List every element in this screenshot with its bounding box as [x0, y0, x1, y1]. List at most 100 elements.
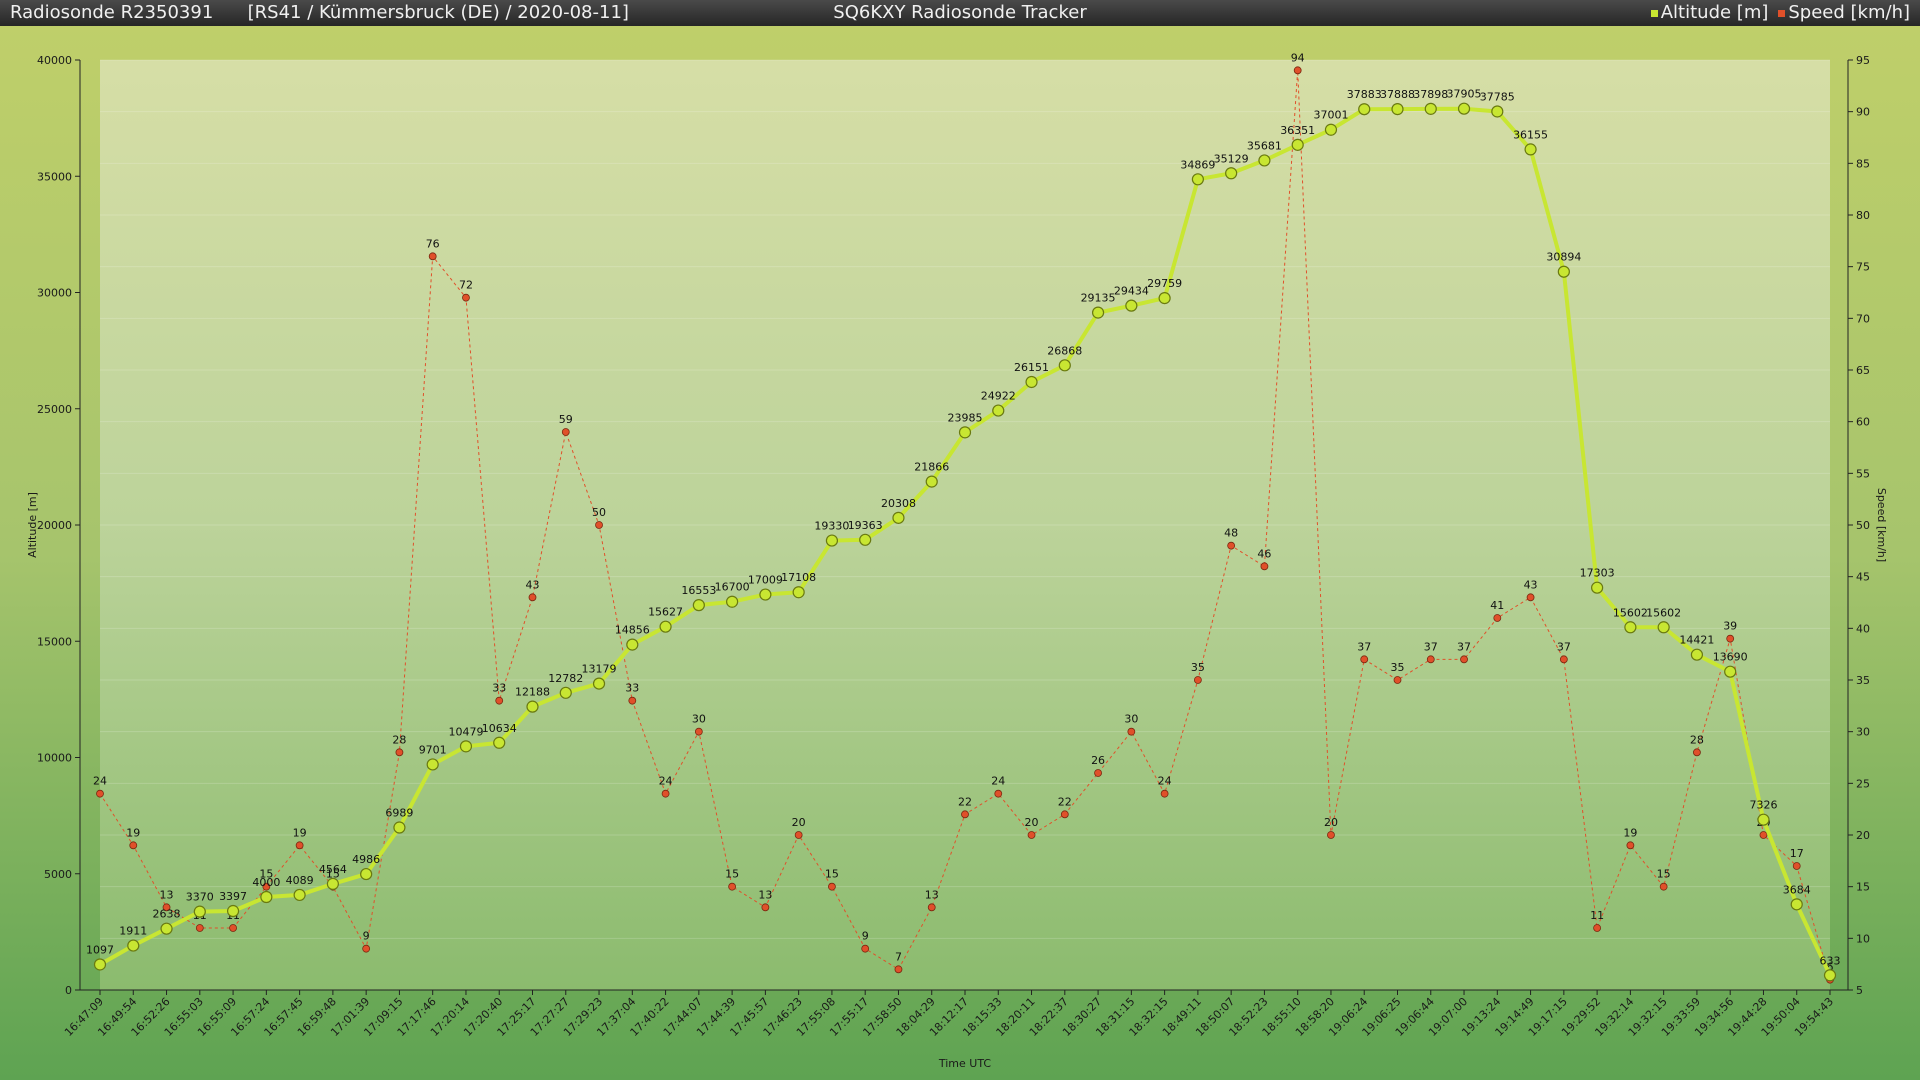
speed-point: [1493, 614, 1502, 622]
speed-data-label: 37: [1357, 640, 1371, 653]
altitude-data-label: 15602: [1613, 606, 1648, 619]
speed-point: [1393, 676, 1402, 684]
altitude-point: [93, 958, 107, 971]
speed-data-label: 43: [526, 578, 540, 591]
speed-point: [794, 831, 803, 839]
y-tick-label: 5000: [44, 868, 72, 881]
altitude-data-label: 14421: [1679, 634, 1714, 647]
speed-data-label: 15: [259, 868, 273, 881]
speed-data-label: 41: [1490, 599, 1504, 612]
app-title: SQ6KXY Radiosonde Tracker: [833, 2, 1087, 23]
altitude-point: [1391, 103, 1404, 116]
plot-area: [100, 60, 1830, 990]
altitude-data-label: 30894: [1546, 251, 1581, 264]
altitude-point: [1624, 621, 1637, 634]
altitude-point: [1690, 648, 1704, 661]
y2-tick-label: 20: [1856, 829, 1870, 842]
speed-data-label: 9: [363, 930, 370, 943]
legend-swatch-speed: [1778, 9, 1786, 17]
sonde-id: Radiosonde R2350391: [10, 2, 214, 23]
speed-point: [195, 924, 204, 932]
speed-point: [894, 965, 903, 974]
y2-tick-label: 75: [1856, 261, 1870, 274]
speed-data-label: 94: [1291, 51, 1305, 64]
altitude-point: [1091, 306, 1105, 319]
speed-point: [861, 944, 870, 953]
speed-data-label: 50: [592, 506, 606, 519]
speed-data-label: 28: [1690, 733, 1704, 746]
speed-point: [428, 252, 437, 261]
y2-tick-label: 10: [1856, 932, 1870, 945]
altitude-point: [1025, 375, 1038, 389]
legend-label-altitude: Altitude [m]: [1660, 2, 1769, 23]
altitude-data-label: 17108: [781, 571, 816, 584]
altitude-point: [626, 638, 639, 651]
speed-data-label: 7: [895, 950, 902, 963]
altitude-data-label: 12188: [515, 686, 550, 699]
speed-point: [1726, 634, 1735, 643]
speed-point: [1659, 882, 1668, 891]
altitude-point: [260, 890, 273, 904]
speed-point: [1759, 831, 1768, 839]
altitude-point: [892, 511, 905, 524]
altitude-data-label: 19330: [814, 520, 849, 533]
y2-tick-label: 25: [1856, 777, 1870, 790]
altitude-data-label: 16553: [681, 584, 716, 597]
altitude-data-label: 10479: [448, 725, 483, 738]
legend-item-speed: Speed [km/h]: [1778, 0, 1910, 26]
speed-data-label: 33: [492, 682, 506, 695]
altitude-point: [1058, 359, 1071, 372]
y2-axis-title: Speed [km/h]: [1875, 488, 1888, 562]
altitude-data-label: 16700: [715, 581, 750, 594]
y2-tick-label: 40: [1856, 622, 1870, 635]
speed-point: [362, 944, 371, 953]
speed-point: [1360, 655, 1369, 664]
speed-data-label: 6: [1827, 961, 1834, 974]
speed-point: [1426, 655, 1435, 664]
speed-data-label: 46: [1257, 547, 1271, 560]
altitude-point: [1158, 292, 1171, 305]
altitude-point: [293, 888, 306, 902]
altitude-data-label: 35129: [1214, 152, 1249, 165]
y-tick-label: 25000: [37, 403, 72, 416]
altitude-point: [1491, 105, 1504, 118]
y2-tick-label: 95: [1856, 54, 1870, 67]
speed-point: [628, 696, 637, 705]
altitude-point: [1823, 969, 1837, 982]
altitude-data-label: 1911: [119, 925, 147, 938]
y2-tick-label: 70: [1856, 312, 1870, 325]
y-tick-label: 40000: [37, 54, 72, 67]
legend: Altitude [m] Speed [km/h]: [1650, 0, 1910, 26]
speed-point: [395, 748, 404, 757]
y2-tick-label: 50: [1856, 519, 1870, 532]
speed-point: [561, 428, 570, 436]
title-bar: Radiosonde R2350391 [RS41 / Kümmersbruck…: [0, 0, 1920, 26]
speed-point: [661, 789, 670, 798]
speed-point: [229, 924, 237, 932]
speed-data-label: 37: [1457, 640, 1471, 653]
speed-point: [528, 593, 537, 602]
altitude-data-label: 37001: [1313, 109, 1348, 122]
speed-point: [728, 882, 737, 891]
altitude-point: [1757, 813, 1770, 826]
y-axis-title: Altitude [m]: [26, 492, 39, 558]
altitude-point: [925, 475, 938, 488]
speed-data-label: 19: [126, 826, 140, 839]
speed-data-label: 13: [758, 888, 772, 901]
altitude-point: [1457, 102, 1471, 115]
altitude-point: [692, 599, 705, 612]
speed-data-label: 59: [559, 413, 573, 426]
speed-point: [1094, 769, 1102, 777]
altitude-point: [393, 821, 406, 834]
altitude-point: [1557, 265, 1570, 278]
altitude-data-label: 4986: [352, 853, 380, 866]
legend-label-speed: Speed [km/h]: [1788, 2, 1910, 23]
altitude-point: [226, 904, 240, 918]
altitude-point: [1191, 173, 1204, 186]
altitude-data-label: 36155: [1513, 128, 1548, 141]
speed-data-label: 72: [459, 279, 473, 292]
altitude-data-label: 15602: [1646, 606, 1681, 619]
y-tick-label: 35000: [37, 170, 72, 183]
altitude-point: [592, 677, 606, 690]
